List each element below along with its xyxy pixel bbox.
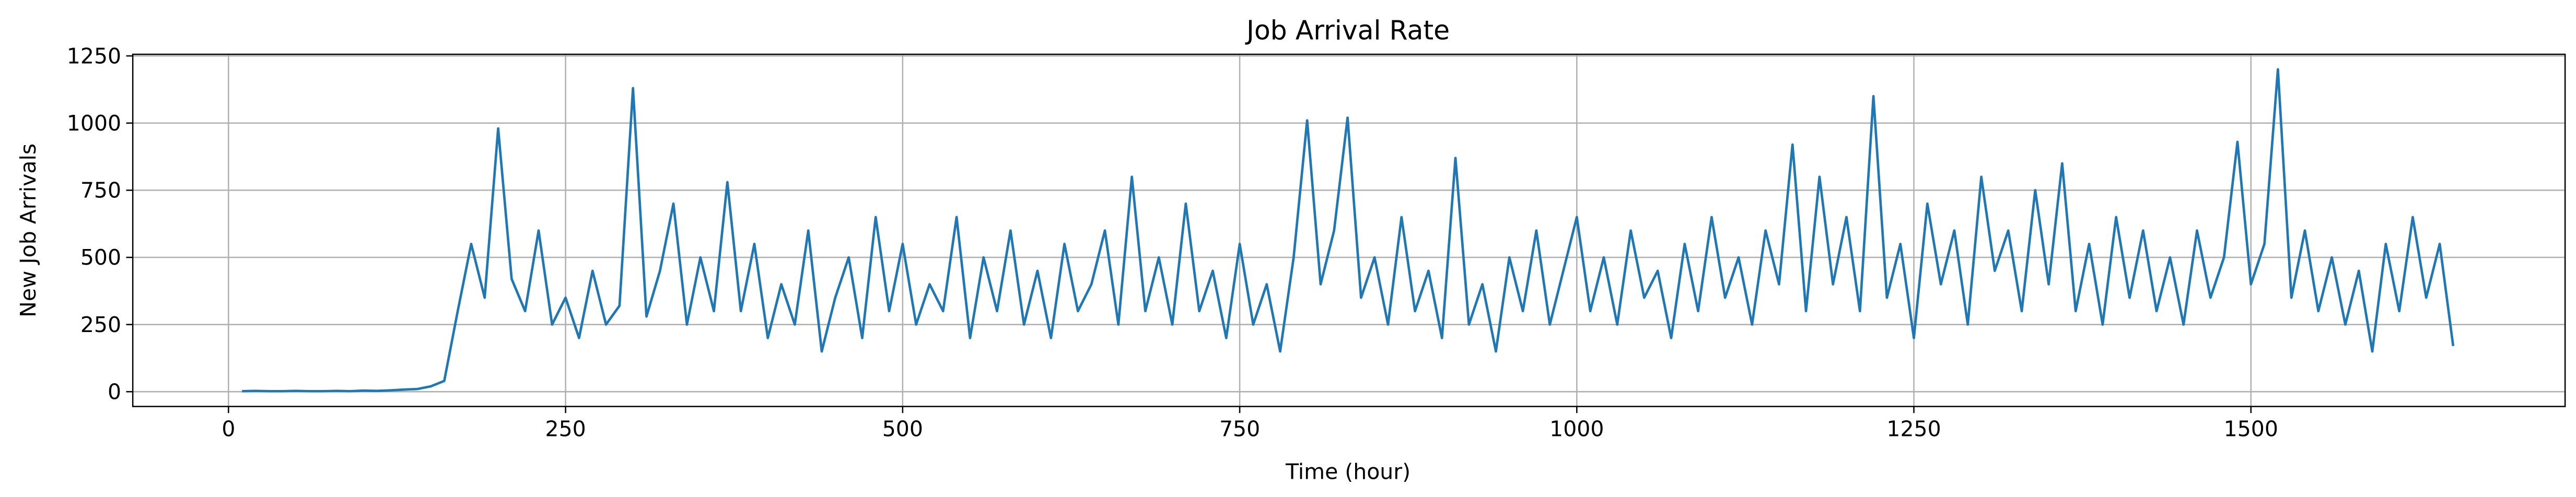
y-tick-label: 250 xyxy=(80,312,121,337)
x-axis-label: Time (hour) xyxy=(1285,459,1411,484)
y-tick-label: 500 xyxy=(80,245,121,270)
chart-title: Job Arrival Rate xyxy=(1245,15,1450,46)
y-axis-label: New Job Arrivals xyxy=(16,144,41,317)
y-tick-label: 0 xyxy=(108,380,121,405)
x-tick-label: 1500 xyxy=(2224,416,2278,441)
y-tick-label: 1250 xyxy=(67,43,121,68)
x-tick-label: 0 xyxy=(222,416,235,441)
plot-frame xyxy=(132,53,2566,407)
x-tick-label: 750 xyxy=(1219,416,1260,441)
line-series xyxy=(242,68,2455,393)
x-tick-label: 500 xyxy=(882,416,923,441)
y-tick-label: 1000 xyxy=(67,111,121,136)
x-tick-label: 1000 xyxy=(1549,416,1604,441)
x-tick-label: 250 xyxy=(545,416,586,441)
y-tick-label: 750 xyxy=(80,178,121,203)
x-tick-label: 1250 xyxy=(1886,416,1941,441)
